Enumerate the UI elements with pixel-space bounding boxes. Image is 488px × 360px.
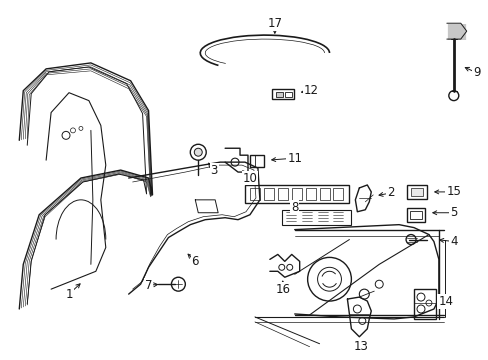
Bar [271,89,293,99]
Text: 8: 8 [290,201,298,214]
Text: 12: 12 [304,84,319,97]
Text: 16: 16 [275,283,290,296]
Bar [406,208,424,222]
Bar [333,188,343,200]
Bar [249,188,260,200]
Bar [249,155,264,167]
Bar [284,92,291,96]
Text: 10: 10 [242,171,257,185]
Bar [275,92,282,96]
Text: 6: 6 [191,255,199,268]
Text: 3: 3 [210,163,218,176]
Text: 17: 17 [267,17,282,30]
Text: 7: 7 [144,279,152,292]
Bar [305,188,315,200]
Bar [409,211,421,219]
Text: 4: 4 [449,235,457,248]
Text: 5: 5 [449,206,457,219]
Text: 15: 15 [446,185,460,198]
Bar [406,185,426,199]
Bar [264,188,273,200]
Text: 2: 2 [386,186,394,199]
Bar [410,188,422,196]
Text: 1: 1 [65,288,73,301]
Text: 11: 11 [286,152,302,165]
Bar [413,289,435,319]
Text: 9: 9 [472,66,479,79]
Bar [291,188,301,200]
Text: 13: 13 [353,340,368,353]
Bar [244,185,349,203]
Bar [277,188,287,200]
Text: 14: 14 [437,294,452,307]
Bar [281,210,351,225]
Circle shape [194,148,202,156]
Bar [319,188,329,200]
